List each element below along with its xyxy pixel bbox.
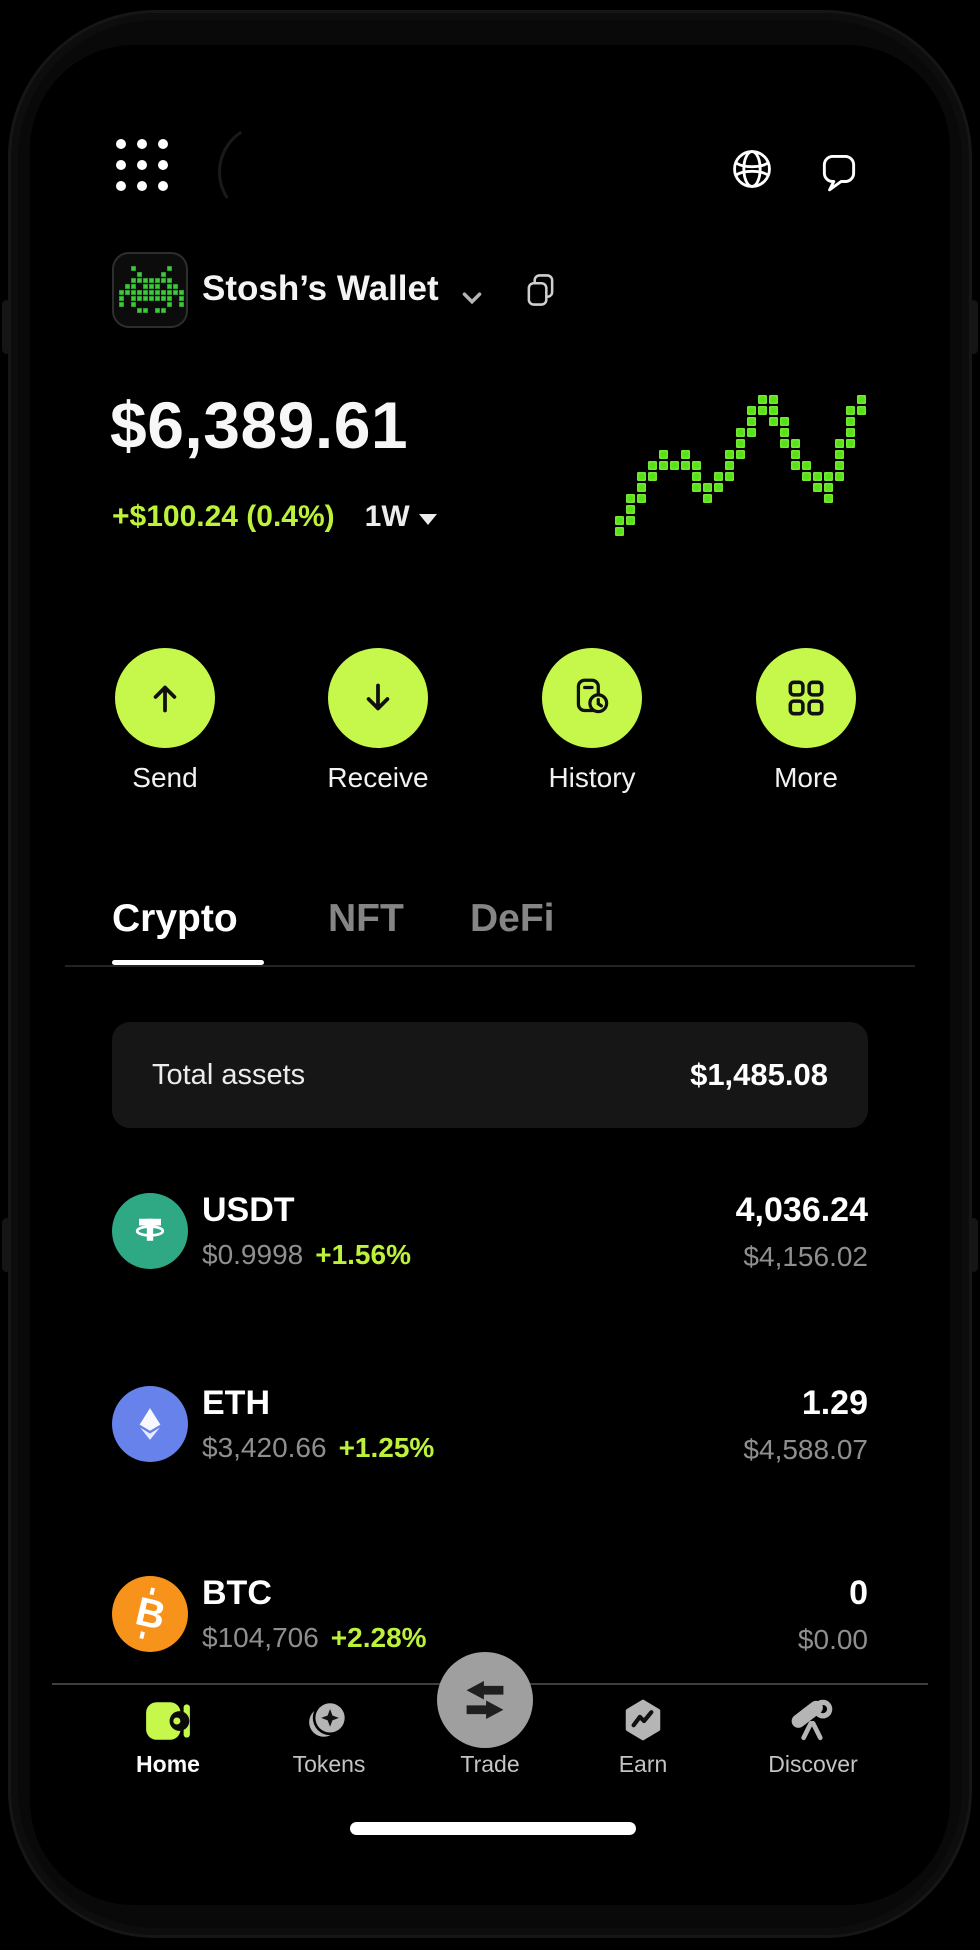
token-row-eth[interactable]: ETH $3,420.66 +1.25% 1.29 $4,588.07 xyxy=(112,1384,868,1496)
side-button xyxy=(2,300,11,354)
history-icon xyxy=(576,678,609,714)
apps-menu-button[interactable] xyxy=(116,139,170,193)
nav-earn[interactable]: Earn xyxy=(568,1695,718,1778)
tab-defi[interactable]: DeFi xyxy=(470,897,555,940)
balance-change: +$100.24 (0.4%) xyxy=(112,500,335,533)
token-row-btc[interactable]: B BTC $104,706 +2.28% 0 $0.00 xyxy=(112,1574,868,1686)
home-indicator[interactable] xyxy=(350,1822,636,1835)
swap-arrows-icon xyxy=(466,1681,504,1719)
nav-tokens[interactable]: Tokens xyxy=(254,1695,404,1778)
chat-bubble-icon xyxy=(822,154,856,192)
receive-button[interactable]: Receive xyxy=(308,648,448,794)
side-button xyxy=(2,1218,11,1272)
eth-icon xyxy=(112,1386,188,1462)
trade-fab-button[interactable] xyxy=(437,1652,533,1748)
total-assets-label: Total assets xyxy=(152,1058,306,1091)
copy-icon xyxy=(527,274,554,306)
total-balance: $6,389.61 xyxy=(110,388,409,462)
app-screen: Stosh’s Wallet $6,389.61 +$100.24 (0.4%)… xyxy=(30,45,950,1905)
wallet-avatar[interactable] xyxy=(112,252,188,328)
space-invader-avatar-art xyxy=(119,266,184,313)
history-button[interactable]: History xyxy=(522,648,662,794)
total-assets-card: Total assets $1,485.08 xyxy=(112,1022,868,1128)
btc-icon: B xyxy=(112,1576,188,1652)
chevron-down-icon[interactable] xyxy=(462,292,482,305)
nav-discover[interactable]: Discover xyxy=(738,1695,888,1778)
nav-trade[interactable]: Trade xyxy=(460,1751,520,1777)
tabs-divider xyxy=(65,965,915,967)
side-button xyxy=(969,300,978,354)
more-button[interactable]: More xyxy=(736,648,876,794)
arrow-down-icon xyxy=(366,683,390,711)
usdt-icon xyxy=(112,1193,188,1269)
grid-icon xyxy=(788,680,824,716)
tab-crypto[interactable]: Crypto xyxy=(112,897,238,940)
globe-icon xyxy=(733,150,771,188)
period-selector[interactable]: 1W xyxy=(365,500,437,534)
balance-sparkline xyxy=(615,395,866,536)
active-tab-underline xyxy=(112,960,264,965)
send-button[interactable]: Send xyxy=(95,648,235,794)
wallet-icon xyxy=(146,1702,190,1740)
wallet-name[interactable]: Stosh’s Wallet xyxy=(202,269,439,308)
network-globe-button[interactable] xyxy=(728,145,776,193)
telescope-icon xyxy=(791,1699,833,1741)
side-button xyxy=(969,1218,978,1272)
nav-home[interactable]: Home xyxy=(93,1695,243,1778)
token-row-usdt[interactable]: USDT $0.9998 +1.56% 4,036.24 $4,156.02 xyxy=(112,1191,868,1303)
tab-nft[interactable]: NFT xyxy=(328,897,404,940)
total-assets-value: $1,485.08 xyxy=(690,1057,828,1092)
earn-hexagon-icon xyxy=(625,1699,661,1741)
caret-down-icon xyxy=(418,513,437,525)
arrow-up-icon xyxy=(153,685,177,713)
copy-address-button[interactable] xyxy=(524,272,557,308)
coin-icon xyxy=(309,1700,348,1737)
support-chat-button[interactable] xyxy=(816,148,862,192)
camera-reflection xyxy=(208,113,326,231)
